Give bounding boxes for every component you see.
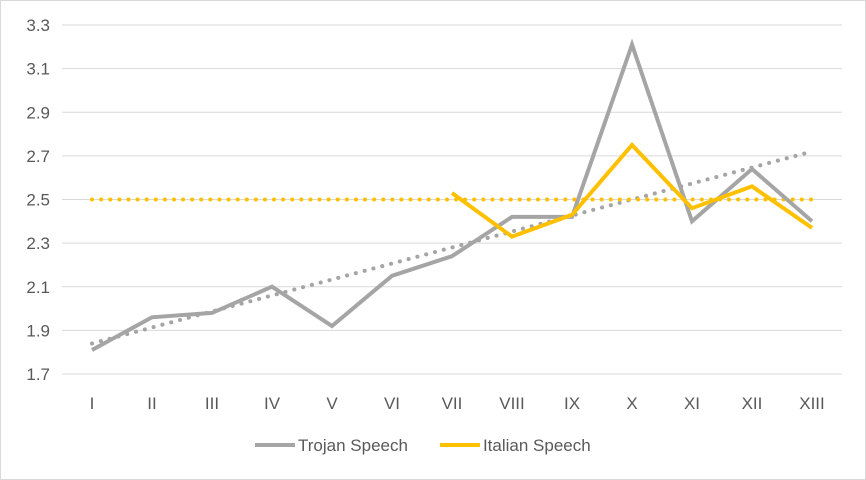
legend-label: Trojan Speech: [298, 436, 408, 455]
x-tick-label: XI: [684, 394, 700, 413]
x-tick-label: I: [90, 394, 95, 413]
y-tick-label: 1.7: [26, 365, 50, 384]
series-line-trojan-speech: [91, 38, 814, 352]
x-tick-label: VI: [384, 394, 400, 413]
trendline: [90, 149, 814, 346]
y-tick-label: 2.1: [26, 278, 50, 297]
y-tick-label: 3.3: [26, 16, 50, 35]
x-tick-label: V: [326, 394, 338, 413]
gridlines: [62, 24, 842, 375]
y-tick-label: 2.7: [26, 147, 50, 166]
series-line-italian-speech: [450, 142, 814, 239]
legend: Trojan Speech Italian Speech: [255, 436, 591, 455]
x-tick-label: XII: [742, 394, 763, 413]
y-axis: 1.7 1.9 2.1 2.3 2.5 2.7 2.9 3.1 3.3: [26, 16, 50, 384]
y-tick-label: 2.5: [26, 191, 50, 210]
y-tick-label: 2.3: [26, 234, 50, 253]
y-tick-label: 2.9: [26, 103, 50, 122]
x-tick-label: X: [626, 394, 637, 413]
series-lines: [91, 38, 814, 352]
x-axis: I II III IV V VI VII VIII IX X XI XII XIII: [90, 394, 825, 413]
x-tick-label: VIII: [499, 394, 525, 413]
x-tick-label: II: [147, 394, 156, 413]
y-tick-label: 3.1: [26, 60, 50, 79]
x-tick-label: XIII: [799, 394, 825, 413]
y-tick-label: 1.9: [26, 321, 50, 340]
x-tick-label: VII: [442, 394, 463, 413]
x-tick-label: IV: [264, 394, 281, 413]
x-tick-label: III: [205, 394, 219, 413]
legend-label: Italian Speech: [483, 436, 591, 455]
reference-lines: [90, 149, 814, 346]
x-tick-label: IX: [564, 394, 580, 413]
